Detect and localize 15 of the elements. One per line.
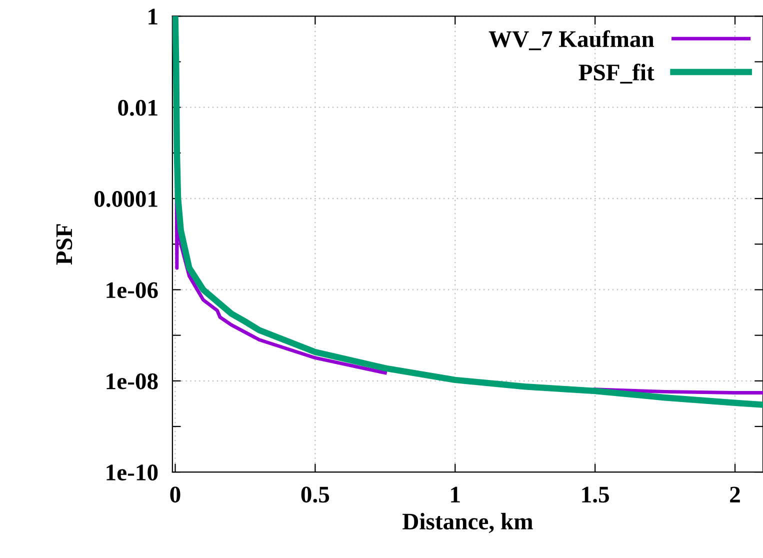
y-axis-title: PSF	[56, 224, 72, 265]
y-tick-label: 0.01	[118, 100, 158, 116]
x-tick-label: 1.5	[582, 486, 609, 503]
x-tick-label: 1	[451, 486, 460, 502]
x-axis-title: Distance, km	[402, 512, 533, 533]
x-tick-label: 2	[730, 486, 740, 502]
x-tick-label: 0.5	[301, 486, 330, 503]
y-tick-label: 1	[148, 8, 158, 24]
legend-label: PSF_fit	[578, 64, 654, 84]
legend-label: WV_7 Kaufman	[488, 30, 654, 50]
y-tick-label: 1e-10	[106, 464, 158, 480]
y-tick-label: 1e-06	[106, 282, 158, 298]
x-tick-label: 0	[170, 486, 180, 503]
y-tick-label: 0.0001	[94, 191, 158, 208]
y-tick-label: 1e-08	[106, 373, 158, 390]
